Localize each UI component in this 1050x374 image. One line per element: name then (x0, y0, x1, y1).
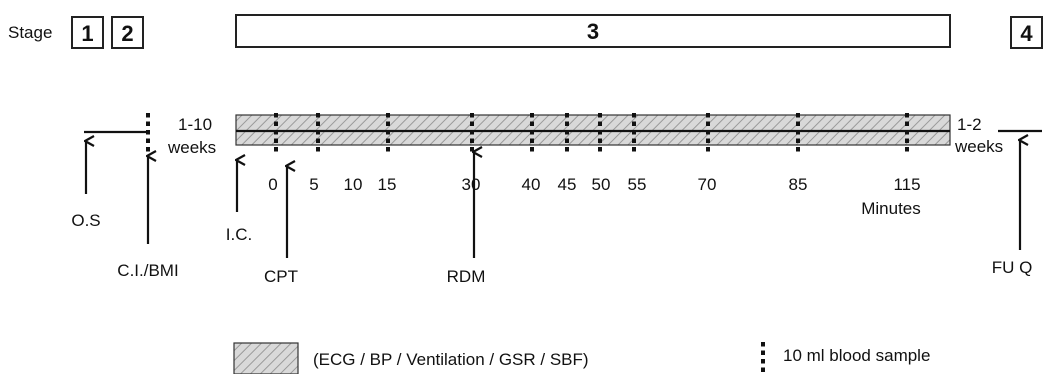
stage-3-box: 3 (235, 14, 951, 48)
ci-bmi-event-label: C.I./BMI (117, 261, 178, 280)
ic-event-label: I.C. (226, 225, 252, 244)
tick-label-50: 50 (592, 175, 611, 194)
tick-label-70: 70 (698, 175, 717, 194)
duration-right-unit: weeks (954, 137, 1003, 156)
stage-1-number: 1 (81, 21, 93, 46)
tick-label-55: 55 (628, 175, 647, 194)
stage-4-box: 4 (1010, 16, 1043, 49)
fuq-event-label: FU Q (992, 258, 1033, 277)
stage-label: Stage (8, 23, 52, 42)
tick-label-45: 45 (558, 175, 577, 194)
tick-label-85: 85 (789, 175, 808, 194)
tick-label-10: 10 (344, 175, 363, 194)
legend-dashed-label: 10 ml blood sample (783, 346, 930, 365)
tick-label-0: 0 (268, 175, 277, 194)
tick-label-15: 15 (378, 175, 397, 194)
duration-left-unit: weeks (167, 138, 216, 157)
tick-label-40: 40 (522, 175, 541, 194)
duration-right-value: 1-2 (957, 115, 982, 134)
tick-label-30: 30 (462, 175, 481, 194)
legend-hatched-label: (ECG / BP / Ventilation / GSR / SBF) (313, 350, 589, 369)
legend-hatched-swatch (233, 342, 299, 374)
stage-1-box: 1 (71, 16, 104, 49)
stage-4-number: 4 (1020, 21, 1033, 46)
tick-label-5: 5 (309, 175, 318, 194)
blood-sample-markers (274, 113, 909, 152)
cpt-event-label: CPT (264, 267, 298, 286)
minute-tick-labels: 0 5 10 15 30 40 45 50 55 70 85 115 (268, 175, 920, 194)
stage-2-number: 2 (121, 21, 133, 46)
tick-label-115: 115 (893, 175, 920, 194)
stage-3-number: 3 (587, 19, 599, 44)
os-event-label: O.S (71, 211, 100, 230)
legend: (ECG / BP / Ventilation / GSR / SBF) 10 … (233, 342, 930, 374)
stage-2-box: 2 (111, 16, 144, 49)
duration-left-value: 1-10 (178, 115, 212, 134)
rdm-event-label: RDM (447, 267, 486, 286)
minutes-axis-label: Minutes (861, 199, 921, 218)
